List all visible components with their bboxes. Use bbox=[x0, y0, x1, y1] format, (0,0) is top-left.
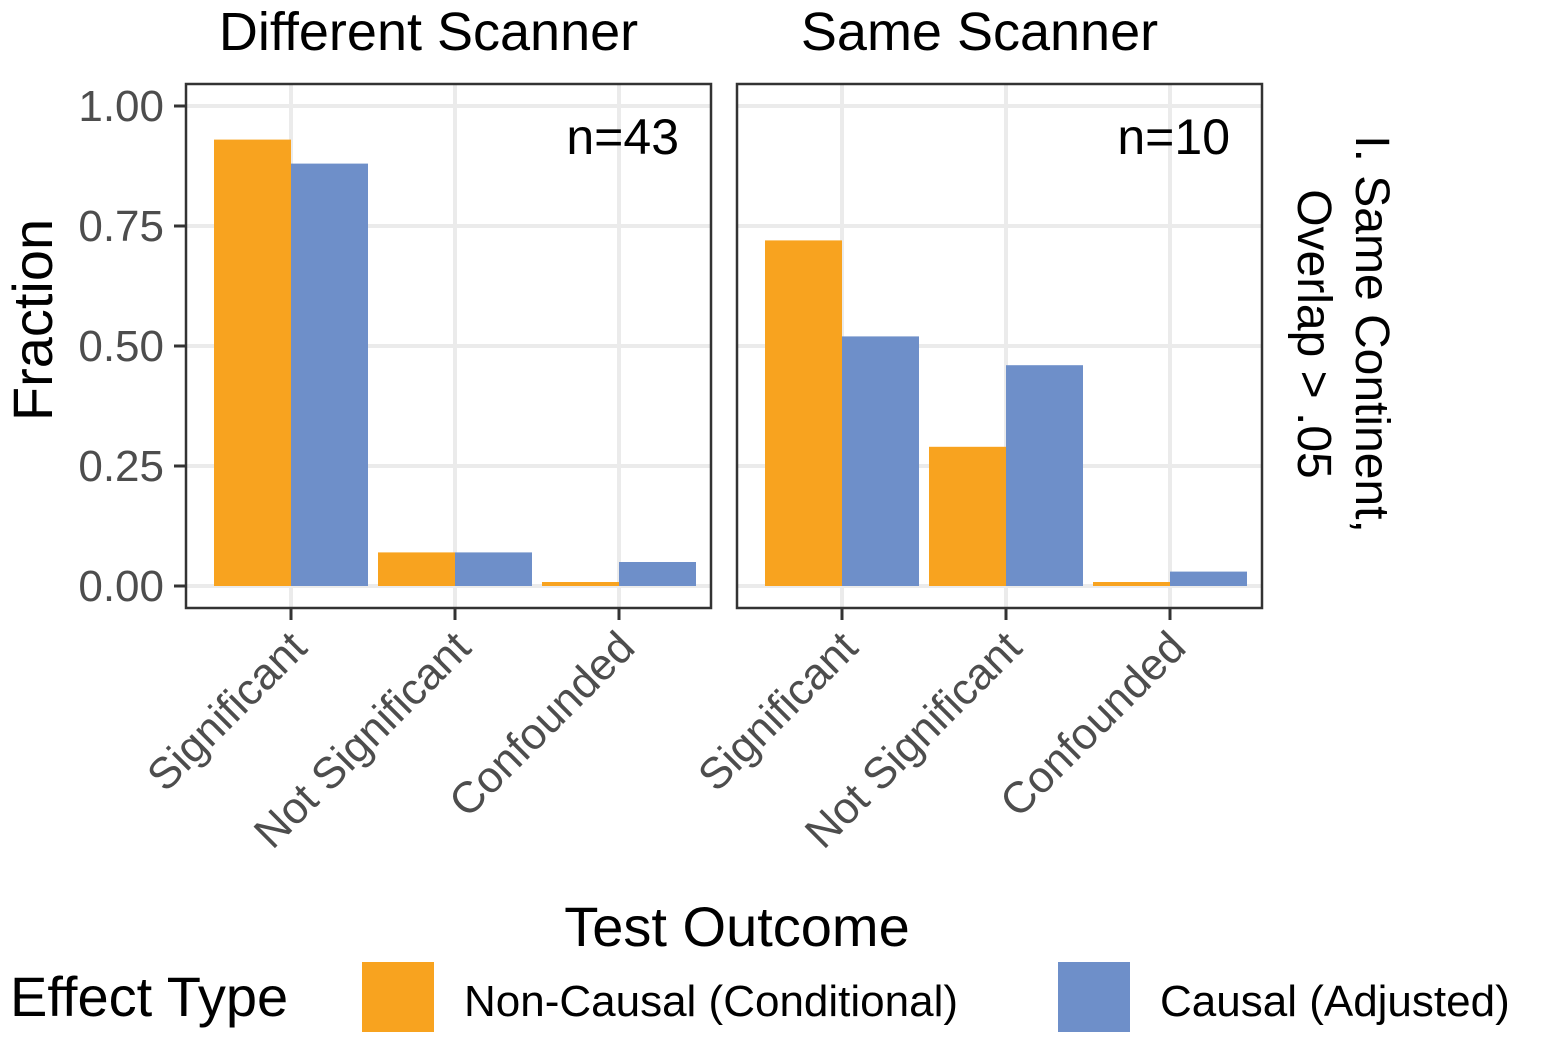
y-axis-title: Fraction bbox=[1, 219, 64, 421]
bar-causal-confounded bbox=[1170, 571, 1247, 586]
y-axis: 0.00 0.25 0.50 0.75 1.00 bbox=[78, 82, 186, 611]
panel-title: Same Scanner bbox=[801, 2, 1158, 62]
y-tick-label: 0.75 bbox=[78, 202, 164, 251]
bar-causal-not-significant bbox=[455, 552, 532, 586]
x-tick-label: Significant bbox=[689, 622, 867, 800]
legend-title: Effect Type bbox=[10, 965, 288, 1028]
bar-non-causal-significant bbox=[765, 240, 842, 586]
legend: Effect Type Non-Causal (Conditional) Cau… bbox=[10, 962, 1510, 1032]
row-strip-line: I. Same Continent, bbox=[1345, 135, 1398, 533]
bar-causal-significant bbox=[291, 163, 368, 586]
y-tick-label: 0.50 bbox=[78, 322, 164, 371]
legend-label-causal: Causal (Adjusted) bbox=[1160, 977, 1510, 1026]
sample-size-annotation: n=10 bbox=[1117, 109, 1230, 165]
bar-non-causal-not-significant bbox=[929, 446, 1006, 586]
bar-causal-significant bbox=[842, 336, 919, 586]
bar-causal-not-significant bbox=[1006, 365, 1083, 586]
legend-swatch-non-causal bbox=[362, 962, 434, 1032]
legend-label-non-causal: Non-Causal (Conditional) bbox=[464, 977, 958, 1026]
row-strip-line: Overlap > .05 bbox=[1287, 189, 1340, 479]
panel-border bbox=[735, 82, 1264, 610]
bar-causal-confounded bbox=[619, 562, 696, 586]
bar-non-causal-confounded bbox=[1093, 582, 1170, 586]
bar-non-causal-confounded bbox=[542, 582, 619, 586]
legend-swatch-causal bbox=[1058, 962, 1130, 1032]
panel-title: Different Scanner bbox=[219, 2, 638, 62]
y-tick-label: 0.00 bbox=[78, 562, 164, 611]
y-tick-label: 1.00 bbox=[78, 82, 164, 131]
bar-non-causal-significant bbox=[214, 139, 291, 586]
x-axis-title: Test Outcome bbox=[564, 895, 909, 958]
bar-non-causal-not-significant bbox=[378, 552, 455, 586]
sample-size-annotation: n=43 bbox=[566, 109, 679, 165]
row-strip-label: I. Same Continent,Overlap > .05 bbox=[1287, 135, 1398, 533]
x-tick-label: Significant bbox=[138, 622, 316, 800]
y-tick-label: 0.25 bbox=[78, 442, 164, 491]
